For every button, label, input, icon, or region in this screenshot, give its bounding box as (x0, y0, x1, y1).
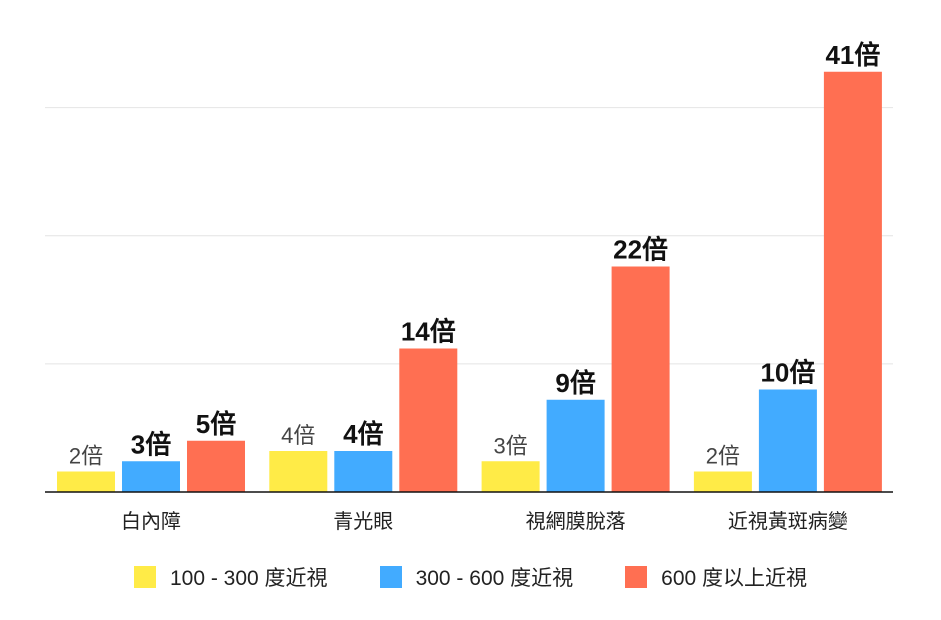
legend-label: 600 度以上近視 (661, 567, 808, 590)
bar (122, 461, 180, 492)
bar (611, 266, 670, 492)
bar (546, 399, 605, 492)
data-label: 4倍 (343, 419, 383, 449)
bar (693, 471, 752, 492)
bar (187, 440, 245, 492)
x-tick-label: 視網膜脫落 (526, 510, 626, 533)
data-label: 5倍 (196, 409, 236, 439)
data-label: 3倍 (493, 433, 527, 458)
data-label: 41倍 (825, 40, 880, 70)
data-label: 3倍 (131, 429, 171, 459)
legend-swatch (625, 566, 648, 588)
data-label: 4倍 (281, 423, 315, 448)
data-label: 2倍 (706, 444, 740, 469)
bar (334, 451, 393, 492)
bar (481, 461, 540, 492)
bar (823, 71, 882, 492)
legend-item: 600 度以上近視 (625, 562, 807, 592)
data-label: 14倍 (401, 317, 456, 347)
bar (269, 451, 328, 492)
legend-item: 300 - 600 度近視 (379, 562, 574, 592)
data-label: 10倍 (760, 358, 815, 388)
legend-label: 100 - 300 度近視 (169, 567, 328, 590)
bar (399, 348, 458, 492)
x-tick-label: 近視黃斑病變 (728, 510, 848, 533)
bar (758, 389, 817, 492)
data-label: 9倍 (555, 368, 595, 398)
data-label: 22倍 (613, 235, 668, 265)
x-tick-label: 青光眼 (333, 510, 393, 533)
legend-swatch (379, 566, 402, 588)
legend-swatch (133, 566, 156, 588)
legend-label: 300 - 600 度近視 (415, 567, 574, 590)
legend: 100 - 300 度近視 300 - 600 度近視 600 度以上近視 (0, 562, 941, 592)
data-label: 2倍 (69, 444, 103, 469)
x-tick-label: 白內障 (121, 510, 181, 533)
legend-item: 100 - 300 度近視 (133, 562, 328, 592)
bar (57, 471, 115, 492)
